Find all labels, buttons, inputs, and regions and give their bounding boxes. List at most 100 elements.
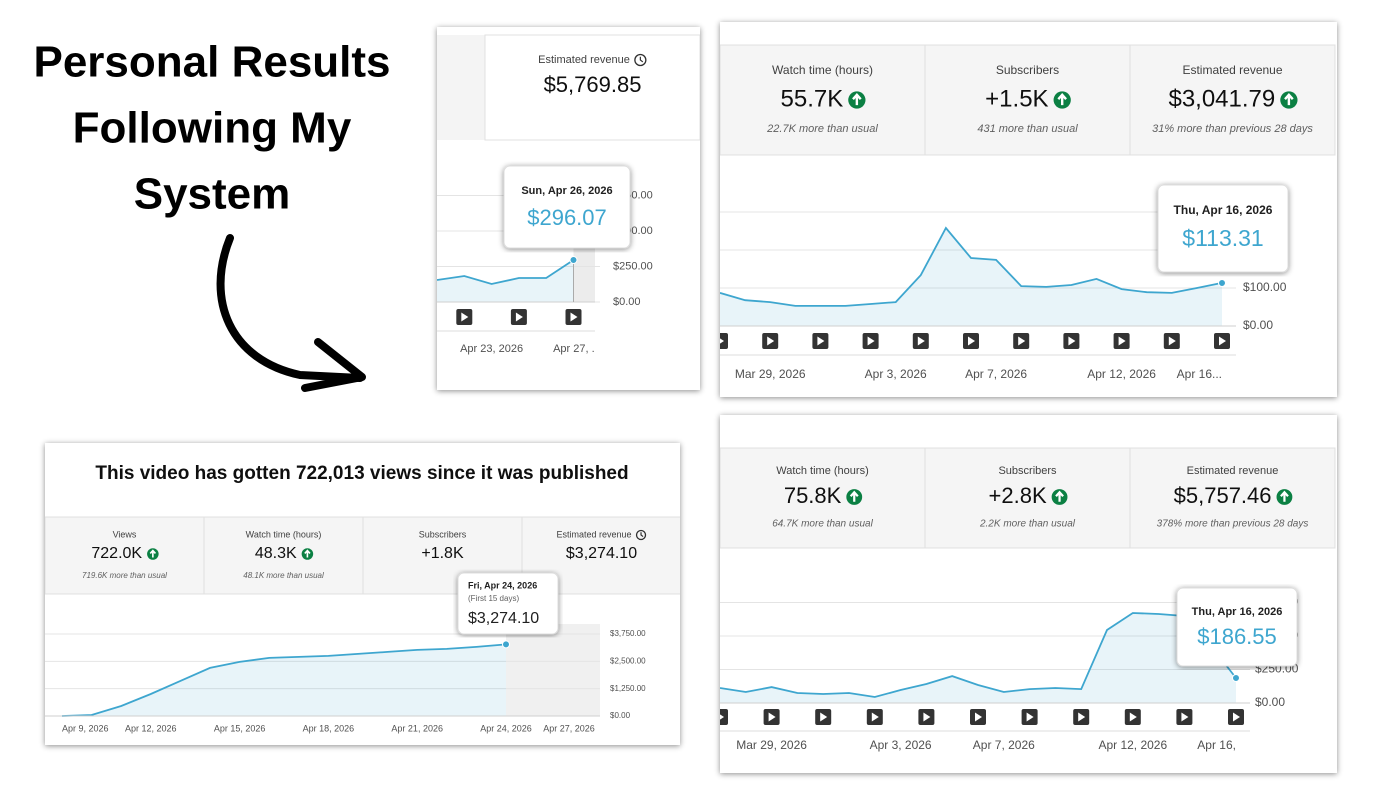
metric-label: Views bbox=[113, 529, 137, 539]
tooltip-date: Thu, Apr 16, 2026 bbox=[1192, 606, 1283, 618]
x-tick-label: Apr 7, 2026 bbox=[973, 738, 1035, 752]
panels: Estimated revenue $5,769.85 $0.00 $250.00 $5… bbox=[45, 22, 1337, 773]
video-marker-play bbox=[867, 336, 875, 346]
area bbox=[720, 228, 1222, 326]
tooltip-note: (First 15 days) bbox=[468, 594, 519, 603]
clock-icon bbox=[635, 529, 647, 541]
metric-label: Watch time (hours) bbox=[246, 529, 322, 539]
y-tick-label: $0.00 bbox=[1255, 695, 1285, 709]
x-tick-label: Apr 16, bbox=[1197, 738, 1236, 752]
video-marker-play bbox=[515, 312, 523, 322]
video-marker-play bbox=[1233, 712, 1240, 722]
metric-label: Subscribers bbox=[998, 465, 1057, 477]
metric-card bbox=[924, 447, 1131, 549]
video-marker-play bbox=[767, 336, 775, 346]
metric-value: 722.0K bbox=[91, 545, 142, 562]
heading-line: System bbox=[134, 170, 291, 219]
area bbox=[437, 260, 574, 302]
metric-label: Estimated revenue bbox=[1187, 465, 1279, 477]
arrow bbox=[216, 234, 364, 382]
clock-icon bbox=[634, 53, 647, 67]
metric-note: 431 more than usual bbox=[977, 123, 1078, 135]
plot: Apr 9, 2026 Apr 12, 2026 Apr 15, 2026 Apr 1… bbox=[45, 640, 600, 733]
metric-card bbox=[203, 516, 364, 595]
video-marker-play bbox=[1219, 336, 1226, 346]
metric-note: 48.1K more than usual bbox=[243, 571, 324, 580]
video-marker-play bbox=[975, 712, 982, 722]
trend-up-arrow bbox=[1284, 93, 1294, 106]
video-marker-play bbox=[720, 714, 724, 720]
panel-title: This video has gotten 722,013 views sinc… bbox=[95, 463, 628, 484]
x-tick-label: Apr 23, 2026 bbox=[460, 343, 523, 355]
hover-point bbox=[569, 255, 578, 264]
video-marker-play bbox=[1168, 336, 1176, 346]
x-tick-label: Apr 27, ... bbox=[553, 343, 601, 355]
trend-up-arrow bbox=[852, 93, 862, 106]
clock-hands bbox=[639, 56, 644, 63]
tooltip-date: Fri, Apr 24, 2026 bbox=[468, 580, 537, 590]
heading-line: Following My bbox=[73, 104, 352, 153]
plot: Mar 29, 2026 Apr 3, 2026 Apr 7, 2026 Apr 12… bbox=[720, 226, 1236, 381]
metric-label: Estimated revenue bbox=[556, 529, 631, 539]
x-tick-label: Apr 12, 2026 bbox=[125, 723, 177, 733]
trend-up-arrow bbox=[1055, 490, 1064, 502]
clock-hands bbox=[640, 532, 644, 538]
y-tick-label: $0.00 bbox=[610, 711, 631, 720]
plot: Apr 23, 2026 Apr 27, ... bbox=[437, 255, 601, 355]
arrow-head bbox=[301, 338, 366, 392]
trend-up-arrow bbox=[149, 549, 157, 558]
video-marker-play bbox=[817, 336, 825, 346]
video-marker-play bbox=[768, 712, 776, 722]
tooltip-value: $113.31 bbox=[1182, 225, 1263, 251]
video-marker-play bbox=[1129, 712, 1137, 722]
y-tick-label: $100.00 bbox=[1243, 280, 1287, 294]
metric-note: 31% more than previous 28 days bbox=[1152, 123, 1313, 135]
video-marker-play bbox=[1018, 336, 1026, 346]
x-tick-label: Apr 15, 2026 bbox=[214, 723, 266, 733]
y-tick-label: $3,750.00 bbox=[610, 629, 646, 638]
metric-note: 64.7K more than usual bbox=[772, 519, 873, 530]
metric-note: 22.7K more than usual bbox=[766, 123, 878, 135]
panel-content: This video has gotten 722,013 views sinc… bbox=[45, 463, 680, 733]
metric-note: 2.2K more than usual bbox=[979, 519, 1076, 530]
trend-up-arrow bbox=[1280, 490, 1289, 502]
video-marker-play bbox=[1078, 712, 1086, 722]
tooltip bbox=[457, 572, 559, 635]
heading-line: Personal Results bbox=[33, 38, 390, 87]
video-marker-play bbox=[917, 336, 925, 346]
metric-label: Subscribers bbox=[419, 529, 467, 539]
hover-point bbox=[1232, 674, 1240, 683]
video-marker-play bbox=[720, 338, 724, 344]
tooltip bbox=[1157, 184, 1289, 273]
video-marker-play bbox=[1118, 336, 1126, 346]
video-marker-play bbox=[968, 336, 975, 346]
tooltip-value: $186.55 bbox=[1197, 624, 1277, 649]
trend-up-arrow bbox=[1057, 93, 1067, 106]
line bbox=[61, 643, 507, 717]
plot: Mar 29, 2026 Apr 3, 2026 Apr 7, 2026 Apr 12… bbox=[720, 612, 1250, 752]
video-marker-play bbox=[461, 312, 469, 322]
trend-up-arrow bbox=[849, 490, 859, 502]
metric-card bbox=[1129, 44, 1336, 156]
hover-point bbox=[1218, 278, 1226, 287]
metric-value: +1.5K bbox=[985, 85, 1048, 112]
tooltip-value: $296.07 bbox=[527, 205, 607, 230]
line bbox=[720, 226, 1223, 307]
area bbox=[720, 613, 1236, 703]
tooltip-date: Thu, Apr 16, 2026 bbox=[1174, 203, 1273, 217]
metric-value: $3,041.79 bbox=[1168, 85, 1275, 112]
metric-value: $5,769.85 bbox=[544, 72, 642, 97]
video-marker-play bbox=[1026, 712, 1034, 722]
tooltip-date: Sun, Apr 26, 2026 bbox=[521, 185, 612, 197]
metric-card bbox=[1129, 447, 1336, 549]
hover-point bbox=[502, 640, 510, 649]
line bbox=[437, 259, 574, 285]
metric-card bbox=[720, 44, 926, 156]
panel-content: Watch time (hours) 75.8K 64.7K more than u… bbox=[720, 447, 1336, 752]
line bbox=[720, 612, 1237, 698]
video-marker-play bbox=[923, 712, 931, 722]
metric-value: $5,757.46 bbox=[1174, 483, 1272, 508]
metric-card bbox=[924, 44, 1131, 156]
x-tick-label: Apr 3, 2026 bbox=[870, 738, 932, 752]
